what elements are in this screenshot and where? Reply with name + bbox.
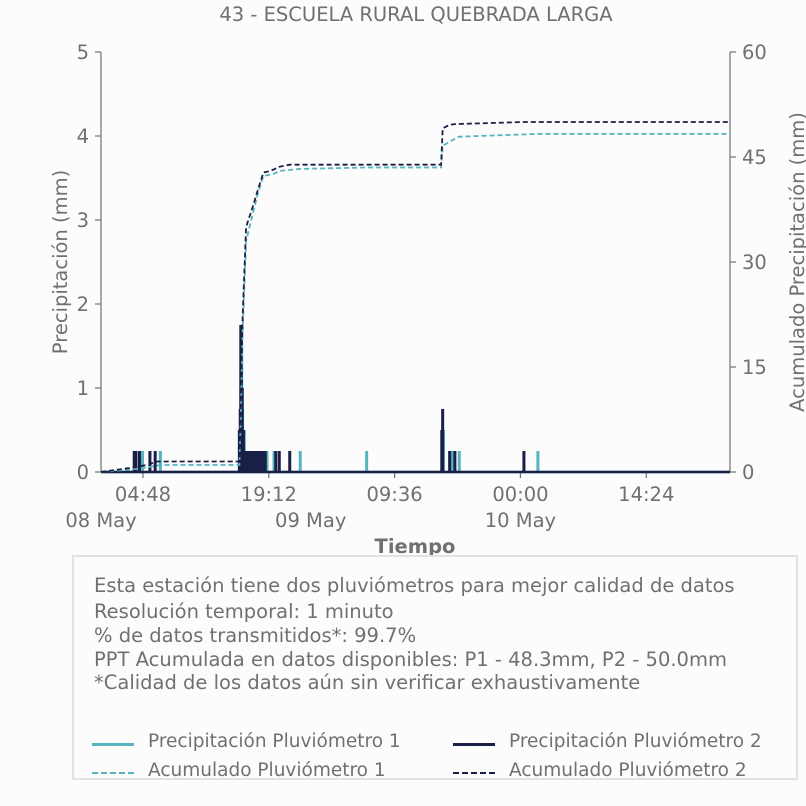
series-accum-p2-line bbox=[100, 121, 730, 473]
y-axis-right-label: Acumulado Precipitación (mm) bbox=[786, 112, 806, 412]
legend-swatch-p2-accum bbox=[453, 772, 495, 774]
y-left-tick-label: 4 bbox=[77, 125, 89, 148]
y-right-tick-label: 45 bbox=[742, 146, 767, 169]
legend-item-p2-precip: Precipitación Pluviómetro 2 bbox=[453, 731, 762, 752]
y-right-tick-label: 60 bbox=[742, 41, 767, 64]
x-date-label: 09 May bbox=[275, 509, 346, 532]
x-date-label: 08 May bbox=[65, 509, 136, 532]
legend-label-p1-accum: Acumulado Pluviómetro 1 bbox=[148, 760, 386, 781]
legend-label-p2-accum: Acumulado Pluviómetro 2 bbox=[509, 760, 747, 781]
y-left-tick-label: 2 bbox=[77, 293, 89, 316]
series-accum-p1-line bbox=[100, 133, 730, 473]
legend-item-p1-precip: Precipitación Pluviómetro 1 bbox=[92, 731, 401, 752]
plot-frame bbox=[100, 52, 731, 473]
legend-swatch-p2-precip bbox=[453, 743, 495, 746]
info-line-accumulated: PPT Acumulada en datos disponibles: P1 -… bbox=[94, 648, 727, 671]
series-precip-p2 bbox=[101, 325, 730, 474]
x-tick-label: 19:12 bbox=[241, 483, 297, 506]
info-line-transmitted: % de datos transmitidos*: 99.7% bbox=[94, 624, 417, 647]
x-tick-label: 09:36 bbox=[366, 483, 422, 506]
legend-swatch-p1-precip bbox=[92, 743, 134, 746]
y-right-tick-label: 0 bbox=[742, 461, 754, 484]
y-left-tick-label: 1 bbox=[77, 377, 89, 400]
y-axis-left-label: Precipitación (mm) bbox=[49, 170, 72, 354]
info-line-resolution: Resolución temporal: 1 minuto bbox=[94, 600, 394, 623]
x-tick-label: 04:48 bbox=[115, 483, 171, 506]
legend-item-p1-accum: Acumulado Pluviómetro 1 bbox=[92, 760, 386, 781]
y-right-tick-label: 15 bbox=[742, 356, 767, 379]
series-precip-p1 bbox=[101, 346, 730, 474]
legend-swatch-p1-accum bbox=[92, 772, 134, 774]
left-axis-ticks: 0 1 2 3 4 5 bbox=[77, 41, 101, 484]
legend-label-p1-precip: Precipitación Pluviómetro 1 bbox=[148, 731, 401, 752]
info-line-stations: Esta estación tiene dos pluviómetros par… bbox=[94, 574, 735, 597]
y-left-tick-label: 0 bbox=[77, 461, 89, 484]
x-date-label: 10 May bbox=[485, 509, 556, 532]
legend-label-p2-precip: Precipitación Pluviómetro 2 bbox=[509, 731, 762, 752]
x-axis-ticks: 04:48 19:12 09:36 00:00 14:24 08 May 09 May 10 … bbox=[65, 472, 674, 532]
x-axis-label: Tiempo bbox=[375, 535, 456, 558]
info-panel: Esta estación tiene dos pluviómetros par… bbox=[72, 555, 798, 781]
legend-item-p2-accum: Acumulado Pluviómetro 2 bbox=[453, 760, 747, 781]
chart-title: 43 - ESCUELA RURAL QUEBRADA LARGA bbox=[219, 3, 613, 26]
info-line-quality: *Calidad de los datos aún sin verificar … bbox=[94, 671, 641, 694]
y-right-tick-label: 30 bbox=[742, 251, 767, 274]
y-left-tick-label: 5 bbox=[77, 41, 89, 64]
y-left-tick-label: 3 bbox=[77, 209, 89, 232]
right-axis-ticks: 0 15 30 45 60 bbox=[730, 41, 767, 484]
precipitation-chart: 43 - ESCUELA RURAL QUEBRADA LARGA 012345… bbox=[49, 3, 806, 558]
x-tick-label: 14:24 bbox=[618, 483, 674, 506]
x-tick-label: 00:00 bbox=[492, 483, 548, 506]
